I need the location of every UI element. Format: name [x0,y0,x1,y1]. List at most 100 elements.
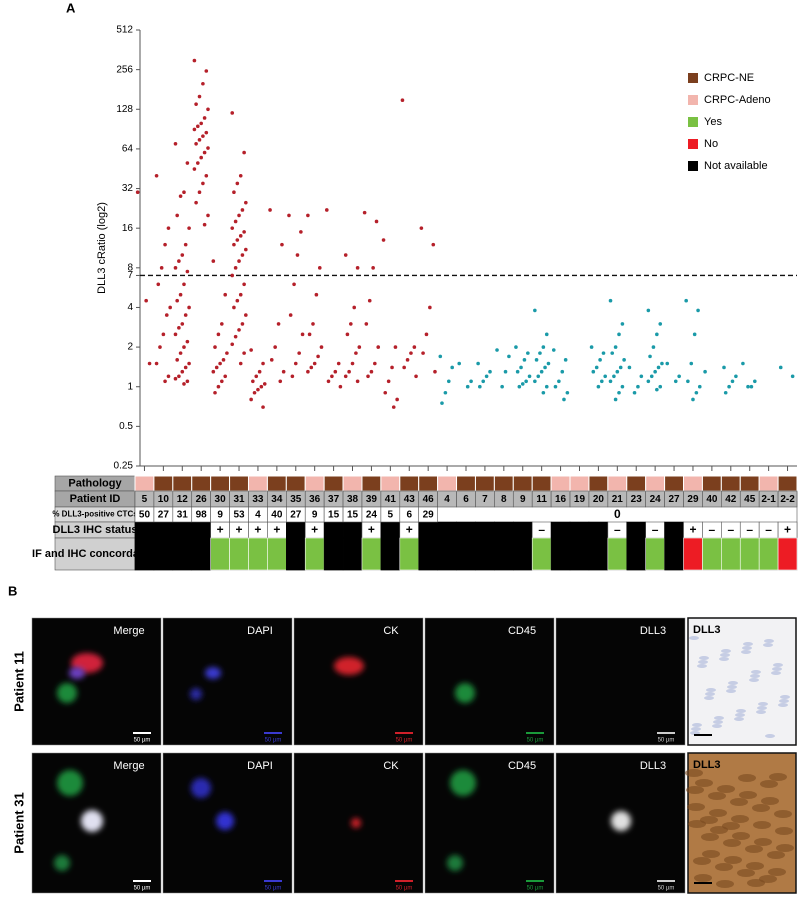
data-point [268,208,272,212]
data-point [214,365,219,370]
cell [190,688,202,700]
data-point [185,339,190,344]
data-point [156,282,161,287]
data-point [546,361,551,366]
legend-swatch [688,117,698,127]
y-tick-label: 32 [122,183,134,194]
data-point [235,181,240,186]
data-point [741,361,745,366]
data-point [206,146,210,150]
data-point [649,374,654,379]
tissue [738,774,756,782]
ihc-image [687,617,797,746]
y-tick-label: 0.25 [114,461,134,472]
concordance-cell [702,537,722,571]
legend-label: Not available [704,160,768,172]
data-point [278,379,283,384]
data-point [230,273,235,278]
patient-id: 20 [593,494,605,505]
data-point [192,167,197,171]
ihc-cell [418,521,438,539]
pathology-cell [645,475,666,492]
data-point [237,328,241,332]
cell [57,770,83,796]
data-point [196,161,200,165]
data-point [309,365,314,370]
data-point [242,282,246,287]
percent-value: 27 [158,510,170,521]
ihc-cell [569,521,590,539]
percent-value: 29 [423,510,435,521]
data-point [526,351,530,355]
data-point [355,379,360,384]
data-point [249,348,253,352]
data-point [261,405,265,409]
data-point [615,369,620,374]
legend-swatch [688,139,698,149]
concordance-cell [588,537,609,571]
micrograph [162,617,293,746]
data-point [312,361,317,366]
patient-label: Patient 11 [11,651,26,712]
tissue [758,702,768,706]
data-point [326,379,331,384]
data-point [371,266,375,270]
pathology-cell [266,475,287,492]
channel-label: DAPI [247,760,273,772]
data-point [204,173,209,178]
pathology-cell [399,475,420,492]
ihc-cell [342,521,363,539]
data-point [232,305,236,310]
legend-swatch [688,161,698,171]
data-point [734,374,738,379]
data-point [182,345,186,349]
data-point [405,358,410,362]
pathology-cell [758,475,779,492]
tissue [737,869,755,877]
data-point [163,242,167,247]
cell [216,812,234,830]
data-point [202,222,207,227]
data-point [438,354,443,359]
data-point [281,369,286,374]
data-point [343,253,348,257]
scale-bar-label: 50 µm [265,738,282,744]
patient-id: 9 [520,494,526,505]
tissue [706,688,716,692]
concordance-cell [683,537,703,571]
data-point [240,253,245,257]
data-point [183,242,188,247]
data-point [533,379,537,384]
ihc-cell [456,521,476,539]
data-point [194,102,198,106]
tissue [727,685,737,689]
data-point [175,213,179,218]
cell [611,811,631,831]
data-point [551,348,556,352]
data-point [311,322,315,326]
ihc-status: + [406,523,413,537]
scale-bar-label: 50 µm [527,886,544,892]
tissue [765,734,775,738]
concordance-cell [134,537,155,571]
patient-id: 7 [482,494,488,505]
data-point [220,322,224,326]
concordance-cell [418,537,438,571]
patient-id: 4 [444,494,450,505]
pathology-cell [569,475,590,492]
data-point [180,369,185,374]
tissue [761,797,779,805]
percent-value: 40 [271,510,283,521]
ihc-status: – [614,523,621,537]
tissue [769,773,787,781]
pathology-cell [380,475,401,492]
data-point [753,379,757,384]
percent-value: 15 [328,510,340,521]
data-point [746,384,750,389]
data-point [166,374,171,379]
data-point [519,365,523,370]
tissue [778,703,788,707]
ihc-status: – [652,523,659,537]
data-point [691,397,695,402]
data-point [400,98,405,103]
